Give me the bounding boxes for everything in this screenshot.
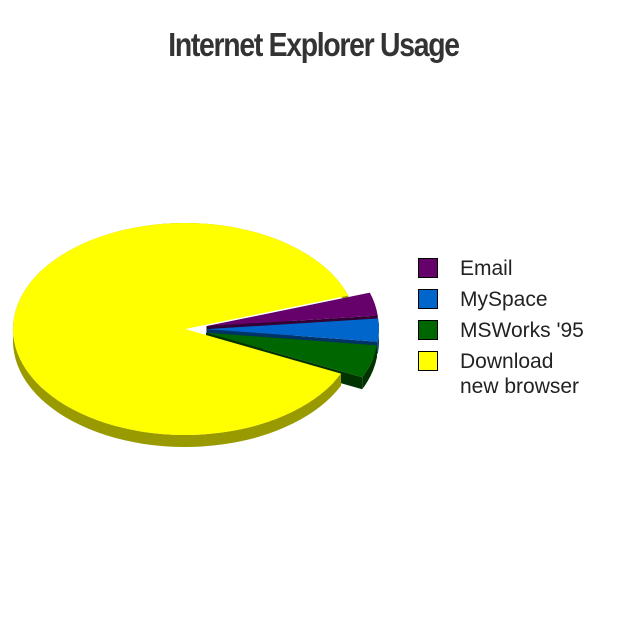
pie-slice-myspace — [206, 318, 379, 342]
legend-swatch-email — [418, 258, 438, 278]
legend-swatch-msworks — [418, 320, 438, 340]
pie-side-msworks — [362, 345, 377, 390]
legend-item-msworks: MSWorks '95 — [418, 318, 618, 343]
legend: Email MySpace MSWorks '95 Download new b… — [418, 256, 618, 399]
legend-label-msworks: MSWorks '95 — [460, 319, 584, 342]
legend-swatch-myspace — [418, 289, 438, 309]
pie-slice-email — [206, 292, 378, 327]
legend-label-myspace: MySpace — [460, 288, 548, 311]
legend-label-download-new-browser: Download new browser — [460, 350, 580, 398]
legend-swatch-download-new-browser — [418, 351, 438, 371]
pie-slice-download-new-browser — [12, 222, 349, 435]
pie-slices — [12, 222, 379, 435]
legend-label-email: Email — [460, 257, 513, 280]
pie-slice-msworks — [206, 332, 377, 378]
chart-title: Internet Explorer Usage — [168, 26, 460, 63]
legend-item-myspace: MySpace — [418, 287, 618, 312]
legend-item-email: Email — [418, 256, 618, 281]
legend-item-download-new-browser: Download new browser — [418, 349, 618, 399]
